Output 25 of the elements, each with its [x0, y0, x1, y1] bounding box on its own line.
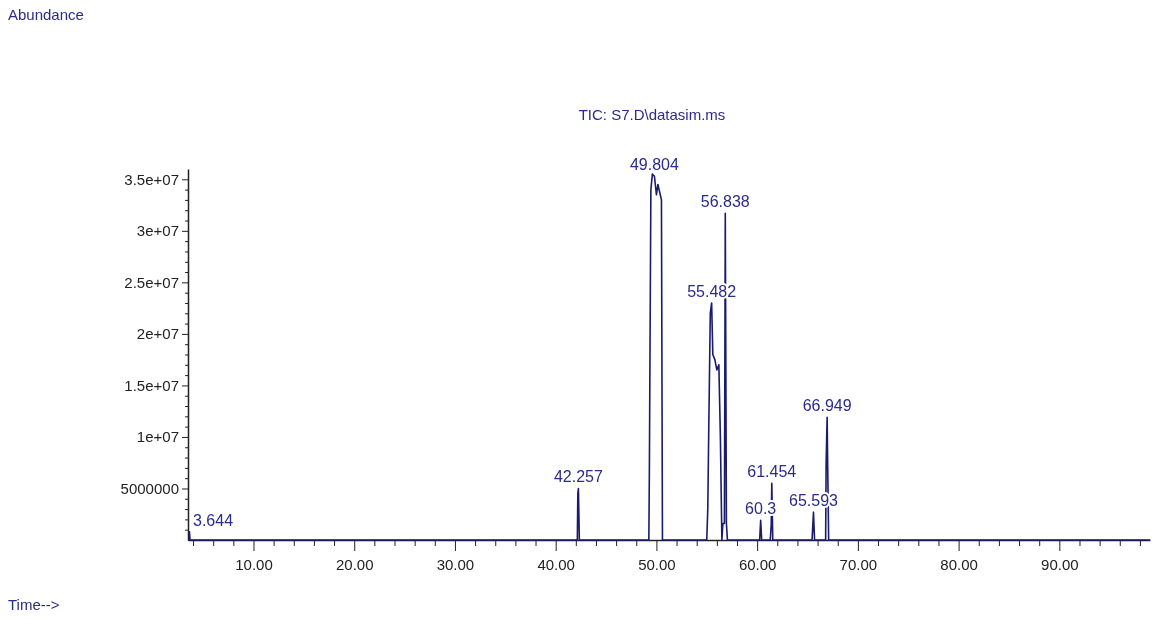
y-tick-label: 2.5e+07 [124, 273, 179, 291]
text: Abundance [8, 6, 84, 23]
y-tick-label: 1.5e+07 [124, 376, 179, 394]
y-tick-label: 5000000 [120, 479, 179, 497]
x-tick-label: 40.00 [537, 556, 575, 573]
x-tick-label: 30.00 [436, 556, 475, 573]
y-tick-label: 3e+07 [136, 222, 179, 240]
x-axis-title: Time--> [8, 596, 60, 613]
y-tick-label: 1e+07 [136, 428, 179, 446]
x-tick-label: 80.00 [940, 556, 978, 573]
annotation: 49.804 [629, 156, 679, 174]
x-tick-label: 60.00 [738, 556, 777, 573]
annotation: 42.257 [553, 468, 603, 486]
x-tick-label: 50.00 [638, 556, 676, 573]
y-tick-label: 3.5e+07 [124, 170, 179, 188]
x-tick-label: 90.00 [1041, 556, 1079, 573]
annotation: 3.644 [193, 511, 234, 529]
annotation: 56.838 [700, 193, 750, 211]
y-tick-label: 2e+07 [136, 325, 179, 343]
x-tick-label: 70.00 [839, 556, 878, 573]
x-tick-label: 10.00 [235, 556, 273, 573]
annotation: 66.949 [802, 397, 852, 415]
chart-title: TIC: S7.D\datasim.ms [578, 106, 726, 123]
annotation: 61.454 [747, 463, 797, 481]
x-tick-label: 20.00 [335, 556, 374, 573]
